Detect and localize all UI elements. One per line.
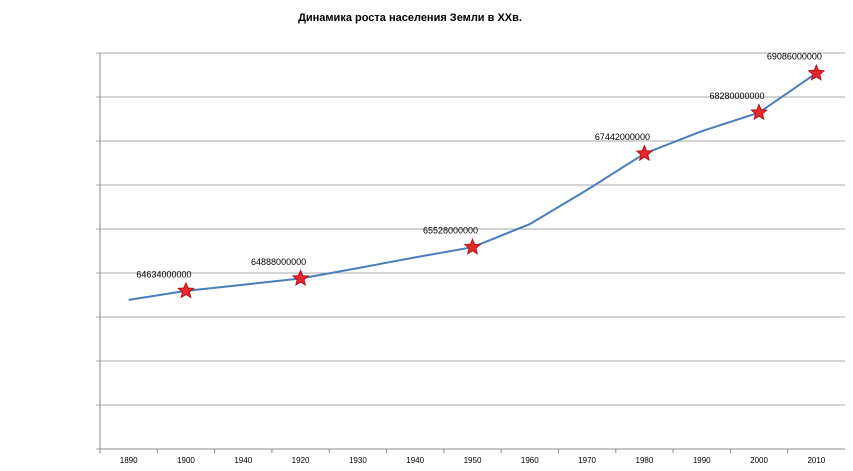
- x-tick-label: 1930: [349, 456, 367, 465]
- data-marker: [635, 144, 654, 162]
- data-marker: [177, 281, 195, 299]
- data-label: 67442000000: [595, 132, 650, 142]
- data-label: 68280000000: [710, 91, 765, 101]
- x-tick-label: 2000: [750, 456, 768, 465]
- x-tick-label: 1900: [177, 456, 195, 465]
- data-marker: [750, 103, 768, 121]
- data-label: 69086000000: [767, 52, 822, 62]
- x-tick-label: 2010: [807, 456, 825, 465]
- chart-title: Динамика роста населения Земли в XXв.: [298, 12, 522, 24]
- x-tick-label: 1990: [693, 456, 711, 465]
- x-tick-label: 1950: [464, 456, 482, 465]
- x-tick-label: 1920: [292, 456, 310, 465]
- x-tick-label: 1970: [578, 456, 596, 465]
- data-marker: [291, 269, 310, 286]
- x-tick-label: 1940: [406, 456, 424, 465]
- data-label: 65528000000: [423, 226, 478, 236]
- x-tick-label: 1980: [636, 456, 654, 465]
- x-tick-label: 1960: [521, 456, 539, 465]
- data-marker: [463, 237, 482, 255]
- data-label: 64888000000: [251, 257, 306, 267]
- data-line: [128, 72, 817, 301]
- data-label: 64634000000: [136, 269, 191, 279]
- x-tick-label: 1940: [234, 456, 252, 465]
- data-marker: [807, 63, 826, 81]
- x-tick-label: 1890: [120, 456, 138, 465]
